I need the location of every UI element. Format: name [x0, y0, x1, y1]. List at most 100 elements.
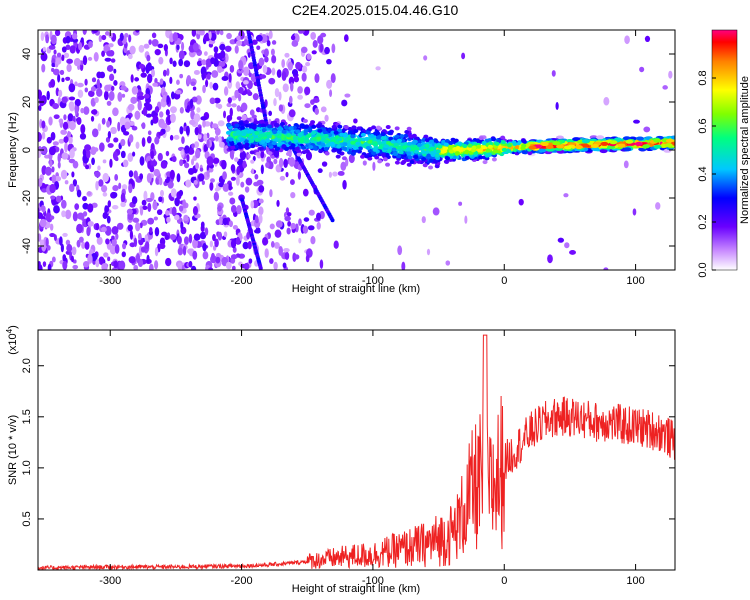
spectrogram-noise-cell	[261, 34, 268, 43]
spectrogram-noise-cell	[314, 73, 320, 84]
spectrogram-noise-cell	[188, 260, 193, 268]
spectrogram-noise-cell	[139, 173, 144, 180]
spectrogram-noise-cell	[154, 247, 159, 257]
spectrogram-ridge-cell	[435, 149, 441, 154]
spectrogram-noise-cell	[273, 241, 280, 249]
spectrogram-noise-cell	[169, 76, 173, 85]
spectrogram-ridge-cell	[406, 126, 412, 131]
spectrogram-ridge-cell	[371, 125, 377, 130]
spectrogram-noise-cell	[228, 220, 233, 228]
spectrogram-noise-cell	[76, 116, 82, 125]
spectrogram-ridge-cell	[272, 130, 278, 135]
spectrogram-noise-cell	[564, 242, 570, 249]
spectrogram-ridge-cell	[385, 125, 391, 130]
spectrogram-noise-cell	[185, 125, 190, 136]
spectrogram-ridge-cell	[428, 158, 434, 163]
spectrogram-ridge-cell	[491, 137, 497, 142]
spectrogram-noise-cell	[170, 106, 177, 114]
spectrogram-xtick-label: -100	[362, 275, 384, 287]
spectrogram-noise-cell	[73, 58, 81, 67]
spectrogram-ridge-cell	[236, 129, 242, 134]
spectrogram-noise-cell	[172, 60, 177, 67]
spectrogram-noise-cell	[109, 158, 113, 168]
spectrogram-noise-cell	[51, 58, 56, 65]
snr-ytick-label: 1.5	[21, 409, 33, 424]
spectrogram-ridge-cell	[485, 148, 491, 153]
spectrogram-ridge-cell	[413, 149, 419, 154]
spectrogram-noise-cell	[282, 262, 287, 269]
spectrogram-ridge-cell	[653, 138, 662, 143]
spectrogram-ytick-label: 20	[21, 96, 33, 108]
spectrogram-noise-cell	[69, 148, 75, 159]
spectrogram-ridge-cell	[255, 151, 261, 156]
spectrogram-noise-cell	[62, 260, 68, 270]
spectrogram-noise-cell	[42, 261, 47, 267]
spectrogram-noise-cell	[165, 109, 170, 116]
spectrogram-noise-cell	[71, 246, 77, 256]
spectrogram-noise-cell	[48, 116, 53, 126]
spectrogram-noise-cell	[236, 205, 242, 215]
spectrogram-noise-cell	[145, 113, 152, 118]
spectrogram-ridge-cell	[407, 155, 413, 160]
spectrogram-ridge-cell	[411, 133, 417, 138]
spectrogram-ridge-cell	[342, 146, 348, 151]
spectrogram-ridge-cell	[323, 139, 329, 144]
spectrogram-noise-cell	[146, 73, 153, 84]
spectrogram-noise-cell	[62, 254, 67, 262]
spectrogram-noise-cell	[107, 130, 112, 139]
spectrogram-noise-cell	[255, 34, 263, 42]
spectrogram-noise-cell	[232, 225, 238, 230]
spectrogram-ridge-cell	[377, 140, 383, 145]
spectrogram-ridge-cell	[259, 119, 265, 124]
spectrogram-ridge-cell	[372, 147, 378, 152]
spectrogram-ridge-cell	[365, 145, 371, 150]
spectrogram-noise-cell	[82, 261, 90, 268]
spectrogram-noise-cell	[47, 263, 52, 270]
spectrogram-noise-cell	[302, 188, 309, 197]
spectrogram-noise-cell	[77, 89, 84, 98]
spectrogram-noise-cell	[353, 118, 358, 124]
spectrogram-noise-cell	[193, 69, 200, 75]
spectrogram-ridge-cell	[664, 143, 673, 148]
spectrogram-noise-cell	[216, 30, 220, 35]
spectrogram-ridge-cell	[247, 123, 253, 128]
spectrogram-noise-cell	[208, 267, 214, 270]
spectrogram-ridge-cell	[351, 125, 357, 130]
spectrogram-noise-cell	[218, 216, 223, 226]
spectrogram-noise-cell	[153, 168, 160, 177]
spectrogram-ridge-cell	[364, 136, 370, 141]
spectrogram-noise-cell	[214, 135, 219, 142]
spectrogram-ridge-cell	[405, 147, 411, 152]
spectrogram-noise-cell	[50, 34, 57, 45]
spectrogram-noise-cell	[114, 244, 120, 254]
spectrogram-noise-cell	[96, 236, 103, 245]
spectrogram-noise-cell	[45, 237, 49, 248]
spectrogram-noise-cell	[268, 110, 273, 117]
spectrogram-noise-cell	[105, 238, 110, 245]
spectrogram-noise-cell	[38, 105, 42, 111]
spectrogram-noise-cell	[138, 63, 145, 69]
spectrogram-noise-cell	[122, 242, 127, 250]
spectrogram-ridge-cell	[556, 144, 565, 149]
spectrogram-ytick-label: -20	[21, 190, 33, 206]
spectrogram-ridge-cell	[486, 152, 492, 157]
spectrogram-ridge-cell	[254, 137, 260, 142]
spectrogram-noise-cell	[230, 204, 237, 214]
spectrogram-ridge-cell	[437, 144, 443, 149]
spectrogram-ridge-cell	[429, 150, 435, 155]
spectrogram-ridge-cell	[350, 140, 356, 145]
spectrogram-noise-cell	[302, 225, 309, 234]
spectrogram-noise-cell	[644, 35, 651, 43]
spectrogram-ridge-cell	[617, 143, 626, 148]
spectrogram-ridge-cell	[622, 136, 631, 141]
spectrogram-ridge-cell	[380, 132, 386, 137]
spectrogram-noise-cell	[241, 114, 247, 121]
spectrogram-noise-cell	[64, 142, 68, 153]
spectrogram-noise-cell	[342, 179, 347, 190]
spectrogram-noise-cell	[230, 164, 236, 172]
spectrogram-ridge-cell	[251, 114, 257, 119]
spectrogram-ridge-cell	[400, 160, 406, 165]
spectrogram-noise-cell	[311, 50, 317, 55]
spectrogram-noise-cell	[40, 52, 48, 62]
